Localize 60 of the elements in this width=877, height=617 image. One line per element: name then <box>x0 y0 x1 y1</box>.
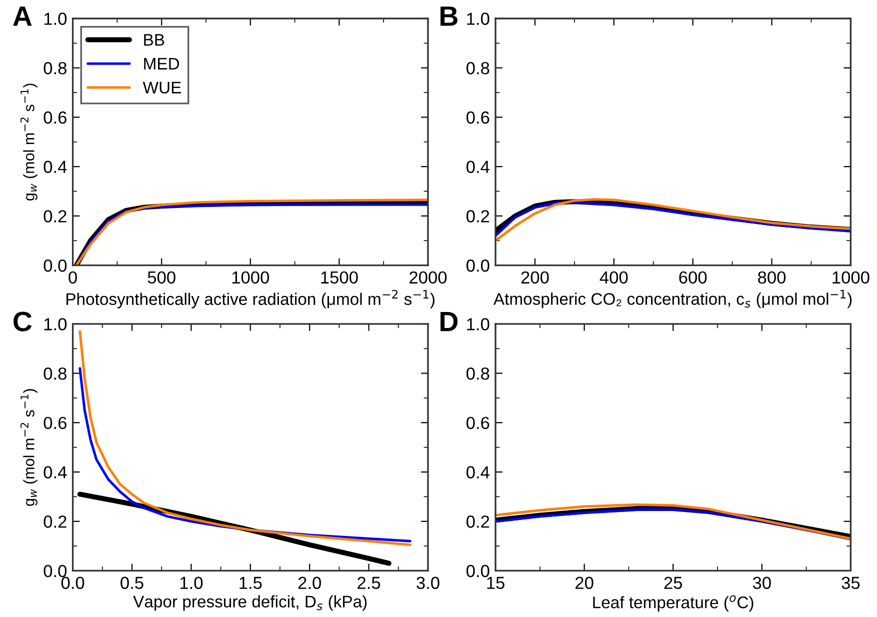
y-tick-label: 0.8 <box>466 62 490 74</box>
x-tick-label: 1.0 <box>180 576 203 590</box>
x-tick-label: 200 <box>521 271 549 284</box>
y-tick-label: 0.8 <box>466 367 490 380</box>
x-tick-label: 2.0 <box>298 576 321 590</box>
y-tick-label: 1.0 <box>467 12 490 25</box>
y-tick-label: 0.0 <box>44 564 67 578</box>
x-tick-label: 3.0 <box>416 576 440 590</box>
x-tick-label: 1000 <box>832 271 870 284</box>
x-axis-title: Vapor pressure deficit, D$_{s}$ (kPa) <box>133 595 367 611</box>
x-tick-label: 0 <box>68 271 77 284</box>
x-tick-label: 30 <box>752 576 771 590</box>
y-tick-label: 0.0 <box>466 564 490 578</box>
y-tick-label: 0.4 <box>466 160 490 174</box>
y-tick-label: 0.4 <box>44 160 67 174</box>
x-tick-label: 500 <box>148 271 176 284</box>
legend-label: WUE <box>142 82 181 94</box>
y-tick-label: 0.6 <box>44 111 66 124</box>
y-tick-label: 0.8 <box>44 62 66 74</box>
x-tick-label: 800 <box>758 271 786 284</box>
x-tick-label: 1500 <box>321 271 358 284</box>
chart-title: A <box>13 6 32 26</box>
chart-title: C <box>14 312 32 332</box>
line-series <box>78 330 412 546</box>
x-tick-label: 35 <box>842 576 860 590</box>
x-tick-label: 2.5 <box>358 576 380 590</box>
x-axis-title: Leaf temperature ($^{o}$C) <box>593 595 754 612</box>
x-tick-label: 2000 <box>410 271 447 284</box>
y-axis-title: g$_{w}$ (mol m$^{−2}$ s$^{−1}$) <box>20 84 38 200</box>
y-tick-label: 0.0 <box>44 259 67 272</box>
x-tick-label: 0.5 <box>120 576 144 590</box>
y-tick-label: 0.6 <box>44 416 66 430</box>
x-tick-label: 25 <box>664 576 682 590</box>
x-tick-label: 600 <box>679 271 707 284</box>
x-tick-label: 15 <box>487 576 504 590</box>
y-tick-label: 0.0 <box>466 259 490 272</box>
y-tick-label: 0.2 <box>466 210 490 222</box>
x-tick-label: 0.0 <box>61 576 84 590</box>
y-tick-label: 0.4 <box>44 466 67 478</box>
x-tick-label: 1000 <box>232 271 270 284</box>
y-tick-label: 0.4 <box>466 466 490 478</box>
y-tick-label: 1.0 <box>467 318 490 330</box>
y-tick-label: 0.6 <box>466 111 490 124</box>
x-axis-title: Photosynthetically active radiation (μmol m$^{−2}$ s$^{−1}$) <box>66 290 434 308</box>
y-tick-label: 0.6 <box>466 416 490 430</box>
chart-title: B <box>440 6 458 26</box>
x-tick-label: 20 <box>576 576 594 590</box>
y-axis-title: g$_{w}$ (mol m$^{−2}$ s$^{−1}$) <box>20 389 38 506</box>
y-tick-label: 0.2 <box>466 516 490 528</box>
y-tick-label: 0.2 <box>44 516 66 528</box>
y-tick-label: 0.2 <box>44 210 66 222</box>
chart-title: D <box>440 312 458 332</box>
legend-label: BB <box>144 34 164 46</box>
y-tick-label: 1.0 <box>44 12 67 25</box>
x-tick-label: 400 <box>600 271 628 284</box>
x-tick-label: 1.5 <box>240 576 262 590</box>
legend-label: MED <box>144 58 180 70</box>
y-tick-label: 0.8 <box>44 367 66 380</box>
x-axis-title: Atmospheric CO₂ concentration, c$_{s}$ (μmol mol$^{−1}$) <box>493 290 852 308</box>
y-tick-label: 1.0 <box>44 318 67 330</box>
